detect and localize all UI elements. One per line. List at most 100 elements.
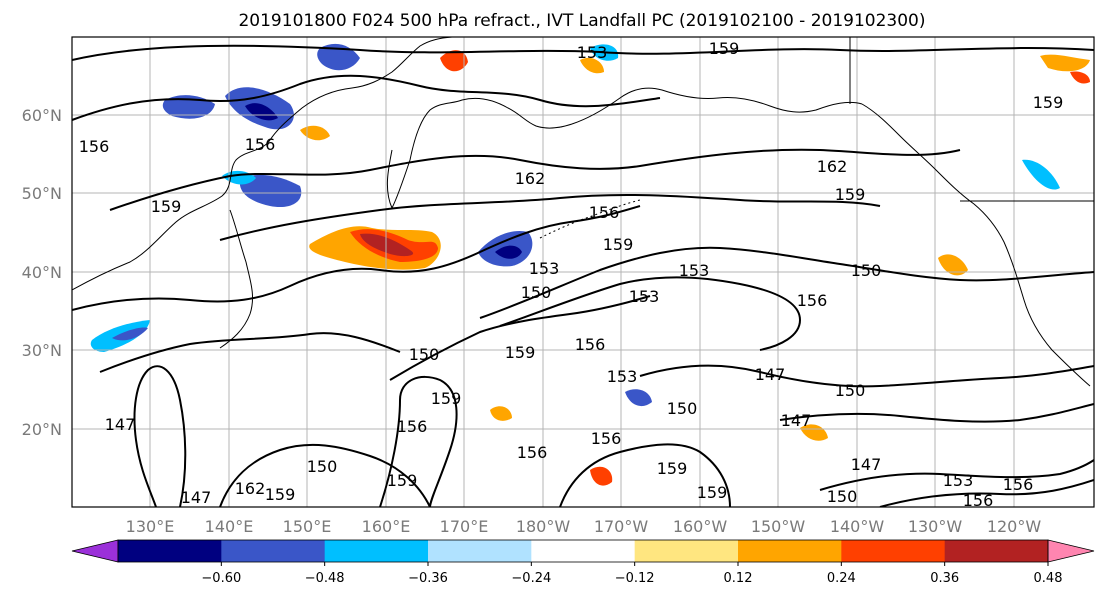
map-frame (71, 36, 1095, 508)
negative-anomaly-patch (495, 245, 522, 259)
coastline-alaska (571, 87, 863, 125)
positive-anomaly-patch (590, 466, 613, 486)
colorbar-segment (634, 540, 739, 562)
positive-anomaly-patch (1070, 71, 1090, 84)
colorbar-tick-label: −0.12 (615, 571, 655, 586)
colorbar-segment (531, 540, 636, 562)
x-tick-label: 150°E (283, 517, 332, 536)
contour-label: 147 (781, 411, 812, 430)
contour-label: 156 (591, 429, 622, 448)
contour-label: 162 (515, 169, 546, 188)
contour-label: 159 (505, 343, 536, 362)
colorbar-tick-label: 0.12 (724, 571, 753, 586)
x-tick-label: 130°W (908, 517, 963, 536)
negative-anomaly-patch (112, 327, 148, 341)
coastline-north-america (861, 103, 1091, 387)
contour-label: 156 (1003, 475, 1034, 494)
contour-label: 159 (1033, 93, 1064, 112)
positive-anomaly-patch (490, 406, 512, 421)
contour-line (109, 148, 961, 211)
contour-line (72, 74, 661, 121)
colorbar-tick-label: 0.36 (930, 571, 959, 586)
contour-label: 156 (589, 203, 620, 222)
colorbar-tick-label: −0.60 (201, 571, 241, 586)
x-tick-label: 140°W (830, 517, 885, 536)
colorbar-segment (324, 540, 429, 562)
negative-anomaly-patch (239, 174, 302, 208)
contour-label: 159 (265, 485, 296, 504)
contour-label: 150 (827, 487, 858, 506)
colorbar-segment (944, 540, 1049, 562)
contour-label: 156 (79, 137, 110, 156)
contour-label: 153 (607, 367, 638, 386)
contour-label: 150 (307, 457, 338, 476)
x-tick-label: 150°W (751, 517, 806, 536)
contour-line (219, 193, 881, 241)
map-panel: 159 153 159 156 162 162 159 156 159 156 … (71, 36, 1095, 510)
y-tick-label: 20°N (22, 420, 62, 439)
coastline-kamchatka (386, 97, 573, 210)
colorbar-segment (221, 540, 326, 562)
colorbar-segment (841, 540, 946, 562)
contour-label: 153 (529, 259, 560, 278)
positive-anomaly-patch (360, 233, 414, 257)
colorbar-over-arrow (1047, 539, 1095, 563)
contour-line (72, 44, 1094, 61)
refractivity-contours (72, 44, 1094, 507)
y-tick-label: 50°N (22, 184, 62, 203)
colorbar-tick-labels: −0.60 −0.48 −0.36 −0.24 −0.12 0.12 0.24 0.36 0.4… (201, 562, 1063, 586)
contour-label: 147 (105, 415, 136, 434)
contour-label: 153 (679, 261, 710, 280)
contour-label: 162 (235, 479, 266, 498)
contour-line (819, 459, 1094, 491)
colorbar-under-arrow (71, 539, 119, 563)
positive-anomaly-patch (1040, 54, 1090, 72)
x-tick-label: 160°E (362, 517, 411, 536)
contour-label: 159 (603, 235, 634, 254)
positive-anomaly-patch (440, 50, 468, 72)
contour-line (389, 295, 651, 381)
contour-label: 150 (409, 345, 440, 364)
contour-line (72, 205, 641, 311)
colorbar: −0.60 −0.48 −0.36 −0.24 −0.12 0.12 0.24 0.36 0.4… (71, 539, 1095, 586)
x-tick-label: 170°W (594, 517, 649, 536)
x-axis-labels: 130°E 140°E 150°E 160°E 170°E 180°W 170°… (126, 517, 1042, 536)
contour-line (639, 364, 1094, 388)
coastlines (72, 37, 1094, 387)
contour-line (219, 443, 431, 507)
contour-line (499, 276, 802, 351)
contour-line (379, 375, 458, 507)
x-tick-label: 170°E (440, 517, 489, 536)
contour-label: 150 (667, 399, 698, 418)
positive-anomaly-patch (580, 57, 604, 74)
colorbar-frame (117, 539, 1049, 563)
x-tick-label: 120°W (987, 517, 1042, 536)
contour-label: 150 (835, 381, 866, 400)
graticule (72, 37, 1094, 507)
contour-label: 156 (797, 291, 828, 310)
positive-anomaly-patch (800, 424, 828, 441)
contour-label: 159 (387, 471, 418, 490)
contour-label: 150 (521, 283, 552, 302)
contour-label: 156 (963, 491, 994, 510)
contour-line (559, 443, 731, 507)
contour-label: 147 (181, 488, 212, 507)
contour-label: 159 (657, 459, 688, 478)
contour-label: 150 (851, 261, 882, 280)
contour-label: 159 (709, 39, 740, 58)
colorbar-tick-label: −0.24 (511, 571, 551, 586)
colorbar-segment (738, 540, 842, 562)
contour-label: 156 (575, 335, 606, 354)
contour-label: 162 (817, 157, 848, 176)
contour-line (133, 365, 187, 507)
y-tick-label: 30°N (22, 341, 62, 360)
figure-title: 2019101800 F024 500 hPa refract., IVT La… (238, 11, 925, 31)
x-tick-label: 180°W (516, 517, 571, 536)
contour-label: 147 (755, 365, 786, 384)
contour-label: 159 (835, 185, 866, 204)
contour-label: 156 (397, 417, 428, 436)
colorbar-tick-label: 0.48 (1034, 571, 1063, 586)
negative-anomaly-patch (625, 389, 652, 407)
x-tick-label: 130°E (126, 517, 175, 536)
